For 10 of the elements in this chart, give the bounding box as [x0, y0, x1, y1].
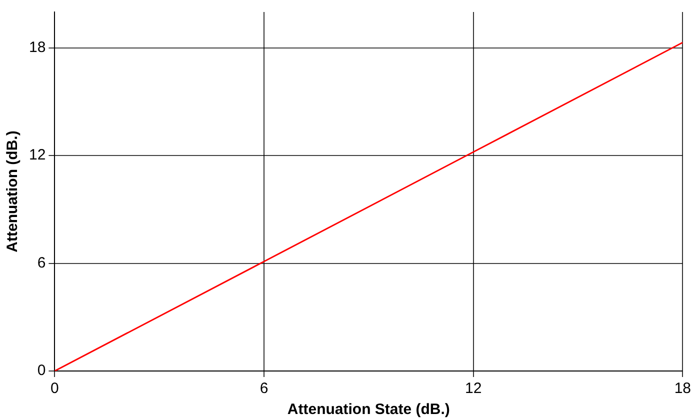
y-tick-label: 6 — [37, 254, 46, 272]
y-tick-label: 12 — [28, 146, 46, 164]
x-tick-label: 6 — [260, 380, 268, 398]
x-tick-label: 0 — [50, 380, 59, 398]
x-tick-label: 12 — [464, 380, 482, 398]
y-tick-label: 0 — [37, 362, 46, 380]
x-axis-title: Attenuation State (dB.) — [287, 401, 450, 418]
y-tick-label: 18 — [28, 39, 46, 56]
y-axis-title: Attenuation (dB.) — [4, 130, 22, 252]
x-tick-label: 18 — [674, 380, 691, 398]
